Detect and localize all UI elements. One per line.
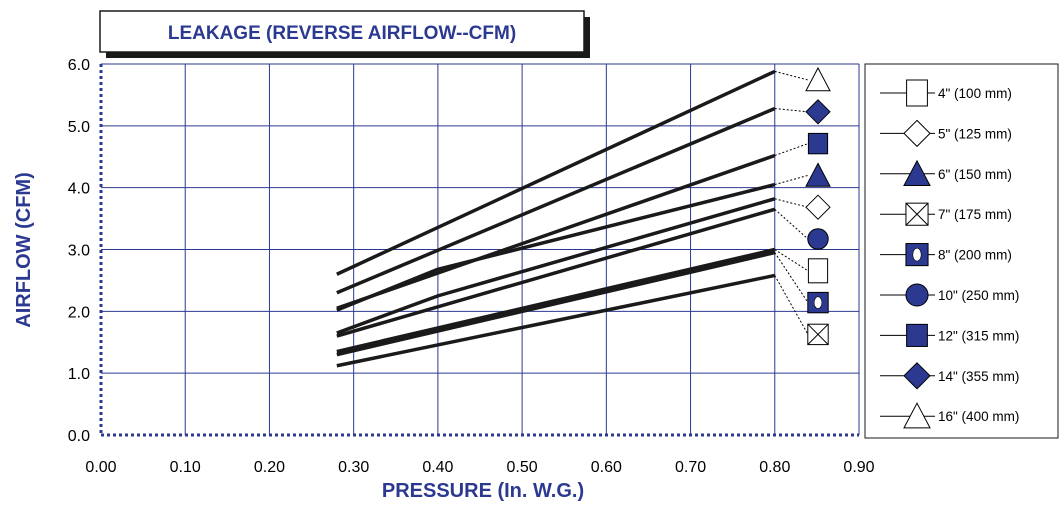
marker-square-filled (906, 323, 928, 347)
leader-line (774, 143, 809, 156)
y-tick-label: 4.0 (68, 181, 90, 198)
x-tick-label: 0.40 (422, 459, 453, 476)
series-line (336, 250, 776, 357)
marker-triangle-filled (903, 159, 931, 186)
y-tick-label: 1.0 (68, 366, 90, 383)
x-axis-title: PRESSURE (In. W.G.) (382, 480, 584, 502)
x-tick-label: 0.00 (85, 459, 116, 476)
y-tick-label: 2.0 (68, 304, 90, 321)
leader-line (774, 249, 809, 272)
series-line (336, 207, 776, 338)
x-tick-label: 0.70 (675, 459, 706, 476)
series-lines (336, 69, 776, 368)
leader-line (774, 174, 809, 186)
marker-diamond-open (805, 194, 831, 220)
legend-label: 14" (355 mm) (938, 369, 1019, 384)
legend-entry: 5" (125 mm) (880, 119, 1012, 148)
legend: 4" (100 mm) 5" (125 mm) 6" (150 mm) 7" (175… (864, 63, 1059, 439)
leader-line (774, 275, 809, 335)
series-line (336, 197, 776, 335)
x-tick-label: 0.90 (843, 459, 874, 476)
marker-square-x (905, 202, 929, 226)
marker-square-ellipse (905, 243, 929, 267)
marker-square-open (906, 79, 928, 107)
y-tick-label: 5.0 (68, 119, 90, 136)
y-tick-label: 6.0 (68, 57, 90, 74)
series-line (336, 247, 776, 354)
chart-title-box: LEAKAGE (REVERSE AIRFLOW--CFM) (99, 10, 590, 58)
chart-title: LEAKAGE (REVERSE AIRFLOW--CFM) (168, 23, 516, 44)
tick-labels: 0.00 0.10 0.20 0.30 0.40 0.50 0.60 0.70 0.80 0.90… (68, 57, 875, 476)
series-end-markers (805, 66, 831, 346)
legend-label: 4" (100 mm) (938, 86, 1012, 101)
series-line (336, 273, 776, 368)
series-line (336, 106, 776, 295)
legend-entry: 4" (100 mm) (880, 79, 1012, 107)
marker-triangle-open (903, 402, 931, 429)
x-tick-label: 0.60 (591, 459, 622, 476)
marker-square-filled (807, 132, 829, 155)
leader-line (774, 108, 809, 113)
y-tick-label: 0.0 (68, 428, 90, 445)
y-tick-label: 3.0 (68, 243, 90, 260)
legend-label: 12" (315 mm) (938, 328, 1019, 343)
legend-entry: 8" (200 mm) (880, 243, 1012, 267)
legend-label: 10" (250 mm) (938, 288, 1019, 303)
leader-line (774, 208, 809, 240)
marker-square-x (807, 323, 829, 346)
legend-label: 6" (150 mm) (938, 167, 1012, 182)
marker-triangle-filled (805, 162, 831, 187)
leader-line (774, 252, 809, 303)
leader-line (774, 70, 809, 81)
series-line (336, 153, 776, 310)
legend-entry: 7" (175 mm) (880, 202, 1012, 226)
marker-square-ellipse (807, 291, 829, 314)
legend-entry: 14" (355 mm) (880, 362, 1019, 390)
y-axis-title: AIRFLOW (CFM) (13, 172, 35, 328)
marker-triangle-open (805, 66, 831, 92)
legend-label: 7" (175 mm) (938, 207, 1012, 222)
marker-diamond-open (903, 119, 931, 148)
legend-label: 8" (200 mm) (938, 248, 1012, 263)
marker-square-open (807, 258, 829, 284)
leader-line (774, 198, 809, 208)
legend-label: 5" (125 mm) (938, 126, 1012, 141)
x-tick-label: 0.80 (759, 459, 790, 476)
legend-entry: 6" (150 mm) (880, 159, 1012, 186)
x-tick-label: 0.10 (170, 459, 201, 476)
x-tick-label: 0.50 (507, 459, 538, 476)
series-line (336, 69, 776, 276)
marker-circle-filled (905, 283, 929, 307)
marker-diamond-filled (805, 99, 831, 125)
marker-circle-filled (807, 228, 829, 250)
marker-diamond-filled (903, 362, 931, 390)
legend-entry: 16" (400 mm) (880, 402, 1019, 429)
legend-entry: 10" (250 mm) (880, 283, 1019, 307)
series-leader-lines (774, 70, 809, 335)
x-tick-label: 0.30 (338, 459, 369, 476)
axes (99, 63, 860, 437)
series-line (336, 182, 776, 312)
legend-label: 16" (400 mm) (938, 409, 1019, 424)
x-tick-label: 0.20 (254, 459, 285, 476)
legend-entry: 12" (315 mm) (880, 323, 1019, 347)
